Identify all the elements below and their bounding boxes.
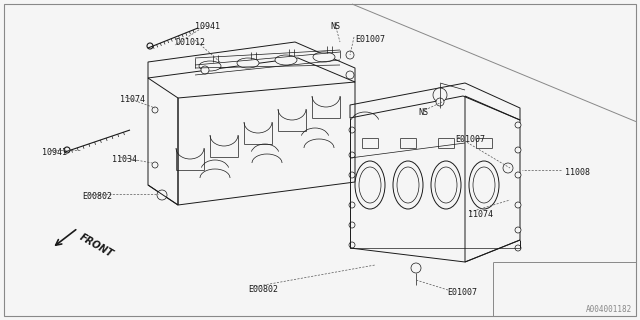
Circle shape (349, 202, 355, 208)
Ellipse shape (313, 52, 335, 62)
Circle shape (515, 147, 521, 153)
Circle shape (152, 107, 158, 113)
Circle shape (64, 147, 70, 153)
Text: 11008: 11008 (565, 168, 590, 177)
Circle shape (349, 152, 355, 158)
Circle shape (157, 190, 167, 200)
Text: 11074: 11074 (120, 95, 145, 104)
Text: D01012: D01012 (175, 38, 205, 47)
Ellipse shape (469, 161, 499, 209)
Text: E01007: E01007 (455, 135, 485, 144)
Text: 10941: 10941 (195, 22, 220, 31)
Text: E01007: E01007 (447, 288, 477, 297)
Circle shape (515, 245, 521, 251)
Text: 10941: 10941 (42, 148, 67, 157)
Text: E00802: E00802 (82, 192, 112, 201)
Circle shape (349, 127, 355, 133)
Ellipse shape (237, 58, 259, 68)
Ellipse shape (393, 161, 423, 209)
Circle shape (515, 122, 521, 128)
Circle shape (503, 163, 513, 173)
Circle shape (349, 222, 355, 228)
Text: NS: NS (330, 22, 340, 31)
Text: 11074: 11074 (468, 210, 493, 219)
Text: 11034: 11034 (112, 155, 137, 164)
Circle shape (152, 162, 158, 168)
Ellipse shape (355, 161, 385, 209)
Text: NS: NS (418, 108, 428, 117)
Circle shape (411, 263, 421, 273)
Circle shape (515, 202, 521, 208)
Text: A004001182: A004001182 (586, 305, 632, 314)
Circle shape (515, 227, 521, 233)
Circle shape (349, 242, 355, 248)
Circle shape (515, 172, 521, 178)
Text: FRONT: FRONT (78, 232, 115, 259)
Circle shape (346, 51, 354, 59)
Ellipse shape (199, 61, 221, 71)
Circle shape (436, 98, 444, 106)
Ellipse shape (431, 161, 461, 209)
Ellipse shape (275, 55, 297, 65)
Text: E00802: E00802 (248, 285, 278, 294)
Circle shape (349, 172, 355, 178)
Circle shape (346, 71, 354, 79)
Circle shape (433, 88, 447, 102)
Circle shape (201, 66, 209, 74)
Text: E01007: E01007 (355, 35, 385, 44)
Circle shape (147, 43, 153, 49)
